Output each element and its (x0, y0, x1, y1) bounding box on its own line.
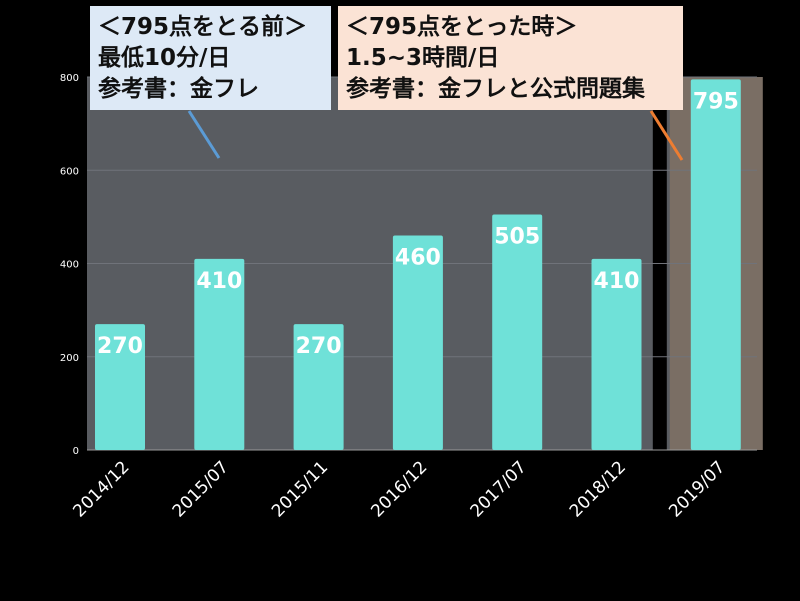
data-label: 460 (395, 246, 441, 271)
callout-before-title: ＜795点をとる前＞ (98, 14, 308, 40)
bar (95, 324, 145, 450)
callout-after: ＜795点をとった時＞ 1.5~3時間/日 参考書：金フレと公式問題集 (338, 6, 683, 110)
callout-before-pointer (187, 110, 221, 159)
x-tick-label: 2018/12 (566, 457, 630, 521)
x-tick-label: 2014/12 (69, 457, 133, 521)
x-tick-label: 2015/11 (268, 457, 332, 521)
y-tick-label: 0 (73, 446, 79, 457)
x-tick-label: 2019/07 (665, 457, 729, 521)
bar (591, 258, 642, 450)
data-label: 270 (97, 334, 143, 359)
callout-before: ＜795点をとる前＞ 最低10分/日 参考書：金フレ (90, 6, 331, 110)
x-tick-label: 2016/12 (367, 457, 431, 521)
y-tick-label: 800 (60, 73, 79, 84)
data-label: 410 (594, 269, 640, 294)
callout-after-line2: 参考書：金フレと公式問題集 (346, 76, 645, 102)
callout-after-pointer (649, 110, 684, 161)
callout-after-line1: 1.5~3時間/日 (346, 45, 500, 71)
highlight-divider (652, 89, 667, 450)
data-label: 795 (693, 89, 739, 114)
callout-before-line1: 最低10分/日 (98, 45, 231, 71)
x-tick-label: 2015/07 (169, 457, 233, 521)
bar (690, 79, 741, 451)
callout-before-line2: 参考書：金フレ (98, 76, 259, 102)
bar (293, 324, 344, 450)
x-tick-label: 2017/07 (467, 457, 531, 521)
bar (492, 214, 543, 450)
bar (194, 258, 245, 450)
y-tick-label: 400 (60, 260, 79, 271)
data-label: 505 (494, 225, 540, 250)
data-label: 270 (296, 334, 342, 359)
bar (392, 235, 443, 450)
data-label: 410 (196, 269, 242, 294)
y-tick-label: 600 (60, 166, 79, 177)
callout-after-title: ＜795点をとった時＞ (346, 14, 578, 40)
y-tick-label: 200 (60, 353, 79, 364)
